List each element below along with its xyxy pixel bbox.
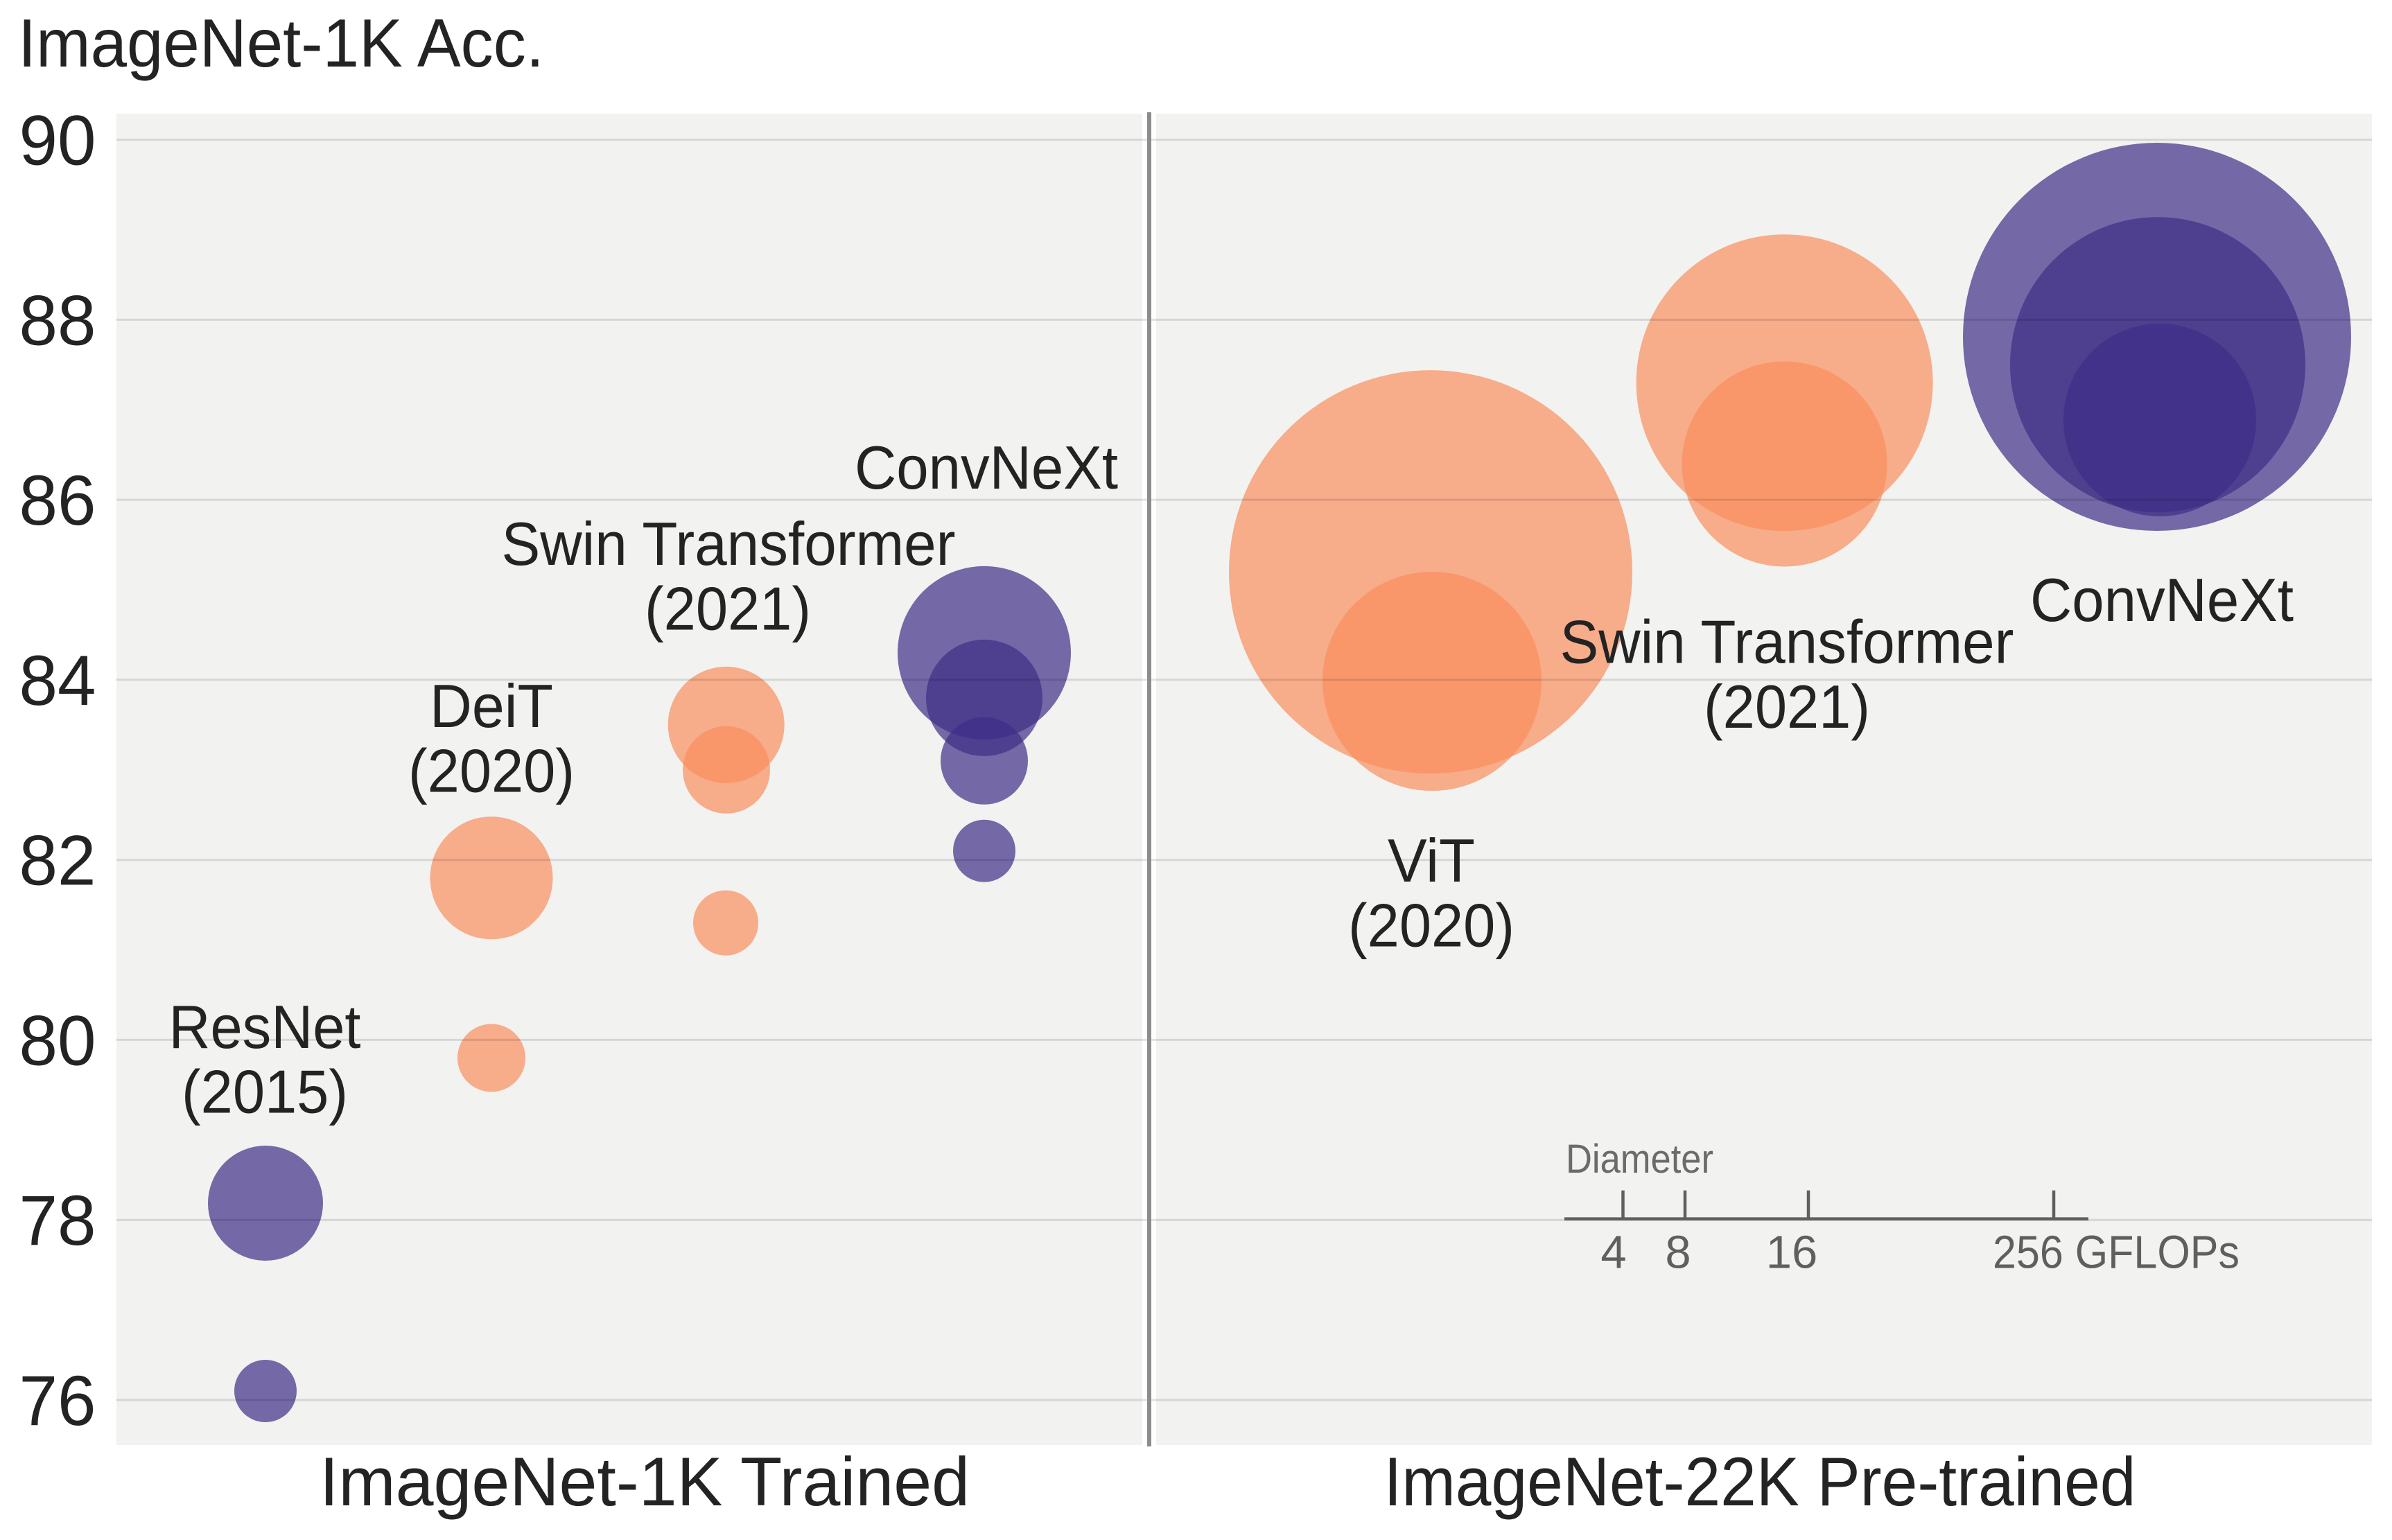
svg-text:ConvNeXt: ConvNeXt [2030, 566, 2294, 634]
svg-text:ImageNet-1K Trained: ImageNet-1K Trained [320, 1444, 970, 1521]
svg-text:(2021): (2021) [645, 575, 811, 643]
svg-text:90: 90 [19, 101, 96, 180]
svg-text:80: 80 [19, 1001, 96, 1080]
svg-text:4: 4 [1600, 1227, 1626, 1279]
svg-text:(2021): (2021) [1704, 672, 1870, 741]
svg-text:84: 84 [19, 641, 96, 720]
svg-text:76: 76 [19, 1361, 96, 1440]
svg-text:(2015): (2015) [182, 1058, 348, 1126]
svg-text:Diameter: Diameter [1566, 1137, 1713, 1182]
svg-text:16: 16 [1766, 1227, 1818, 1279]
svg-text:256 GFLOPs: 256 GFLOPs [1993, 1227, 2240, 1279]
svg-text:Swin Transformer: Swin Transformer [1560, 608, 2014, 676]
svg-text:ImageNet-1K Acc.: ImageNet-1K Acc. [18, 5, 544, 81]
svg-text:ResNet: ResNet [169, 992, 361, 1061]
svg-text:ViT: ViT [1388, 826, 1475, 895]
svg-text:82: 82 [19, 821, 96, 900]
svg-text:Swin Transformer: Swin Transformer [502, 509, 956, 578]
svg-text:DeiT: DeiT [430, 672, 553, 740]
svg-text:(2020): (2020) [408, 737, 575, 805]
svg-text:86: 86 [19, 461, 96, 540]
svg-text:88: 88 [19, 281, 96, 360]
svg-text:ConvNeXt: ConvNeXt [855, 433, 1118, 502]
svg-text:78: 78 [19, 1181, 96, 1260]
svg-text:(2020): (2020) [1348, 891, 1514, 960]
svg-text:ImageNet-22K Pre-trained: ImageNet-22K Pre-trained [1384, 1444, 2136, 1521]
svg-text:8: 8 [1665, 1227, 1691, 1279]
